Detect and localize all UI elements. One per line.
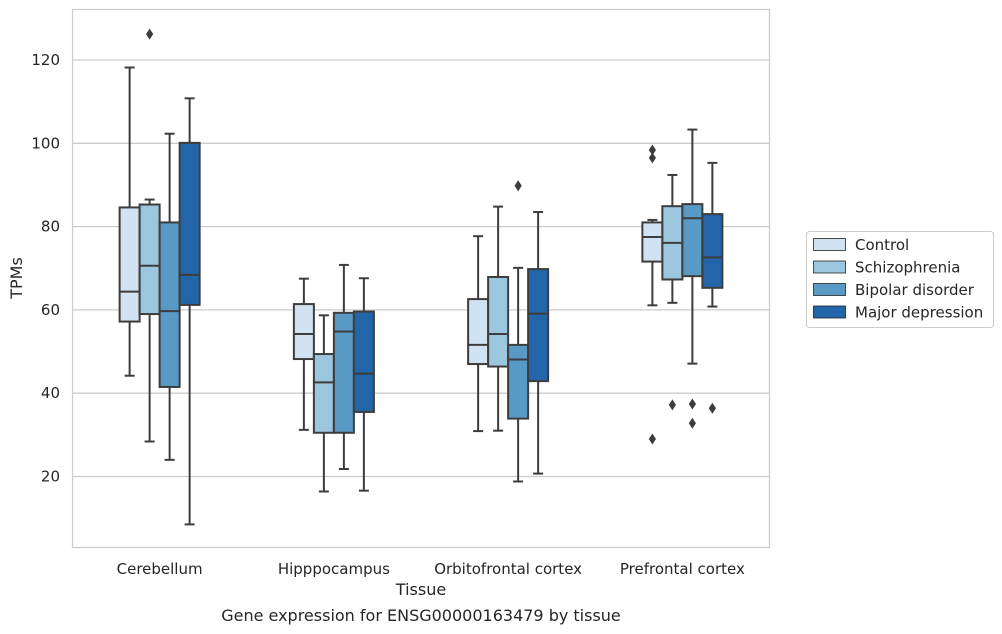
box-iqr (641, 221, 664, 263)
box-iqr (138, 203, 161, 316)
box-iqr (118, 206, 141, 323)
box-iqr (681, 203, 704, 278)
legend-label: Schizophrenia (855, 259, 960, 277)
box-iqr (527, 268, 550, 383)
y-tick-label: 100 (31, 134, 60, 152)
legend-label: Bipolar disorder (855, 281, 975, 299)
outlier-point (514, 180, 522, 192)
box-group (118, 66, 141, 377)
box-group (352, 277, 375, 492)
x-tick-label: Cerebellum (117, 560, 203, 578)
box-group (507, 180, 530, 483)
outlier-point (708, 402, 716, 414)
box-group (641, 144, 664, 445)
outlier-point (146, 28, 154, 40)
box-group (487, 205, 510, 432)
x-axis-ticks: Cerebellum Hipppocampus Orbitofrontal cort… (117, 560, 745, 578)
box-group (467, 235, 490, 433)
legend-label: Control (855, 236, 909, 254)
x-tick-label: Hipppocampus (278, 560, 390, 578)
box-iqr (487, 275, 510, 368)
legend: Control Schizophrenia Bipolar disorder Majo… (806, 231, 994, 328)
box-group (681, 128, 704, 429)
box-group (332, 263, 355, 471)
box-iqr (352, 310, 375, 413)
box-group (292, 277, 315, 431)
y-tick-label: 40 (41, 384, 60, 402)
y-tick-label: 80 (41, 218, 60, 236)
box-layer (118, 28, 724, 526)
x-tick-label: Prefrontal cortex (620, 560, 745, 578)
outlier-point (648, 433, 656, 445)
outlier-point (648, 152, 656, 164)
outlier-point (688, 398, 696, 410)
box-iqr (701, 213, 724, 289)
box-iqr (507, 343, 530, 420)
box-iqr (467, 298, 490, 366)
outlier-point (648, 144, 656, 156)
box-group (312, 314, 335, 493)
box-group (138, 28, 161, 443)
box-group (527, 211, 550, 475)
x-axis-label: Tissue (395, 580, 446, 599)
y-tick-label: 60 (41, 301, 60, 319)
box-iqr (178, 141, 201, 306)
x-tick-label: Orbitofrontal cortex (434, 560, 582, 578)
outlier-point (668, 399, 676, 411)
y-tick-label: 20 (41, 468, 60, 486)
box-iqr (312, 353, 335, 434)
legend-swatch (813, 283, 846, 296)
legend-swatch (813, 238, 846, 251)
box-group (158, 132, 181, 461)
box-iqr (292, 303, 315, 361)
y-tick-label: 120 (31, 51, 60, 69)
legend-label: Major depression (855, 304, 983, 322)
y-axis-ticks: 20 40 60 80 100 120 (31, 51, 60, 486)
legend-frame (806, 231, 994, 328)
box-group (701, 161, 724, 414)
legend-swatch (813, 260, 846, 274)
box-group (661, 173, 684, 411)
box-group (178, 97, 201, 526)
y-axis-label: TPMs (7, 257, 26, 300)
outlier-point (688, 417, 696, 429)
plot-frame (71, 8, 771, 549)
box-iqr (158, 221, 181, 388)
chart-caption: Gene expression for ENSG00000163479 by t… (221, 606, 621, 625)
legend-swatch (813, 305, 846, 319)
